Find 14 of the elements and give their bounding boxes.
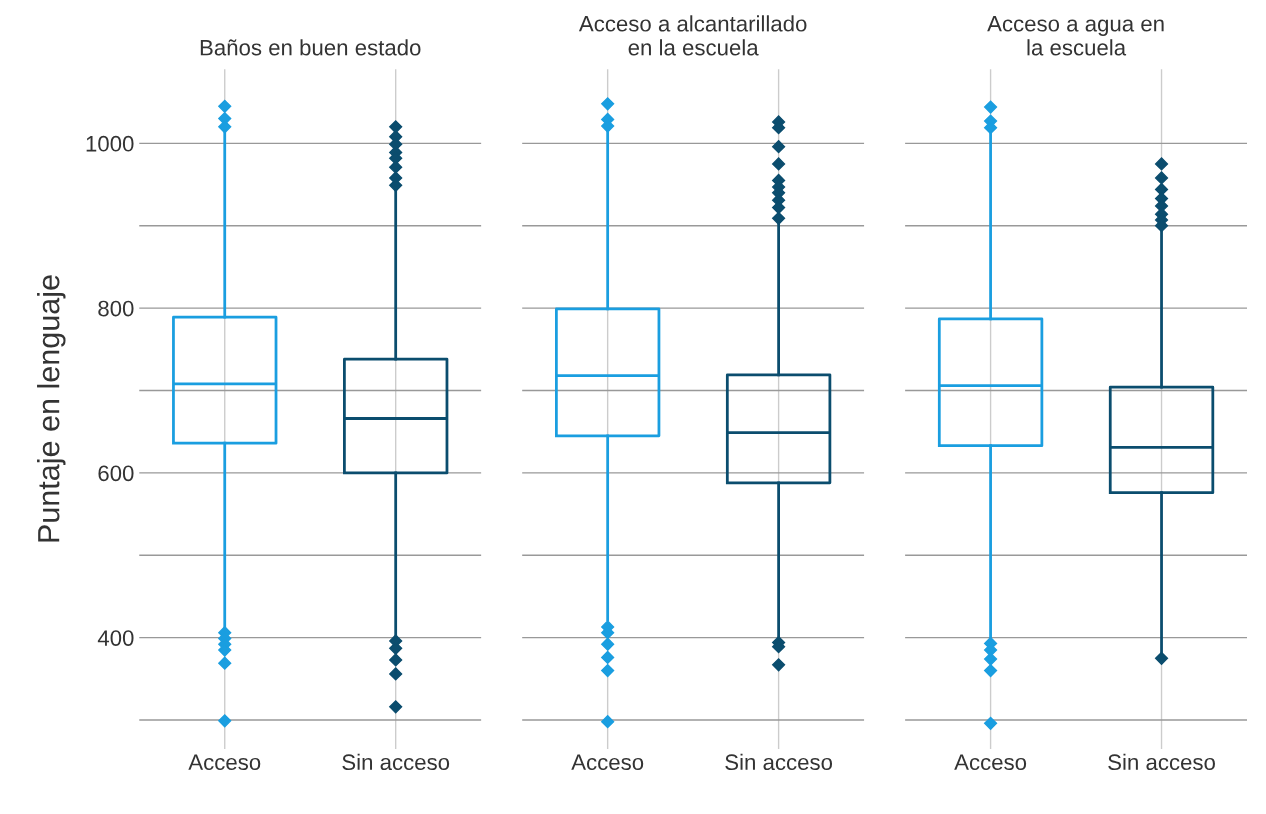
y-tick-label: 800	[98, 300, 134, 317]
y-tick-label: 1000	[86, 135, 134, 152]
y-tick-label: 600	[98, 465, 134, 482]
x-tick-label: Acceso	[954, 754, 1027, 771]
y-tick-label: 400	[97, 630, 134, 646]
chart-title: Acceso a alcantarillado en la escuela	[578, 15, 807, 56]
x-tick-label: Sin acceso	[1108, 753, 1215, 771]
chart-title: Baños en buen estado	[200, 39, 421, 56]
x-tick-label: Acceso	[188, 754, 261, 771]
x-tick-label: Acceso	[571, 754, 644, 771]
y-axis-title: Puntaje en lenguaje	[37, 275, 66, 542]
chart-title: Acceso a agua en la escuela	[987, 16, 1164, 56]
x-tick-label: Sin acceso	[342, 753, 450, 771]
x-tick-label: Sin acceso	[725, 753, 833, 771]
